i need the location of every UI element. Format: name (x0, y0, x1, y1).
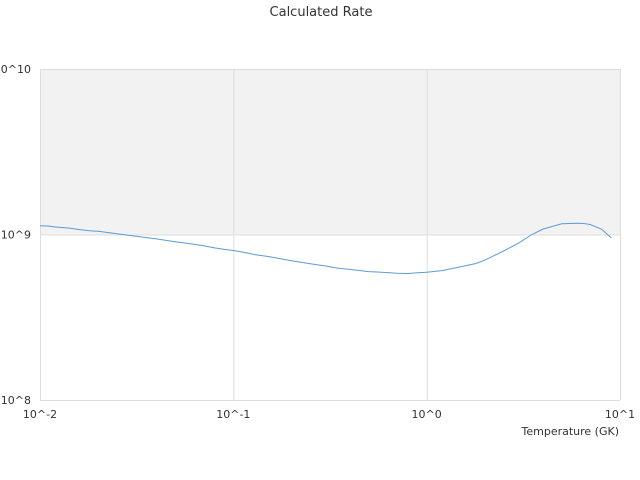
series-group (39, 222, 612, 275)
shaded-band (40, 69, 620, 235)
plot-area (40, 69, 620, 235)
y-tick-labels: 10^8 10^9 10^10 (0, 63, 31, 407)
x-tick-label: 10^-2 (23, 408, 57, 421)
grid-lines (40, 69, 621, 401)
series-line (39, 222, 612, 275)
y-tick-label: 10^10 (0, 63, 31, 76)
x-tick-labels: 10^-2 10^-1 10^0 10^1 (23, 408, 635, 421)
x-tick-label: 10^0 (412, 408, 442, 421)
x-tick-label: 10^-1 (216, 408, 250, 421)
chart-title: Calculated Rate (270, 5, 373, 20)
x-tick-label: 10^1 (605, 408, 635, 421)
x-axis-title: Temperature (GK) (521, 425, 620, 438)
y-tick-label: 10^8 (1, 394, 31, 407)
y-tick-label: 10^9 (1, 229, 31, 242)
